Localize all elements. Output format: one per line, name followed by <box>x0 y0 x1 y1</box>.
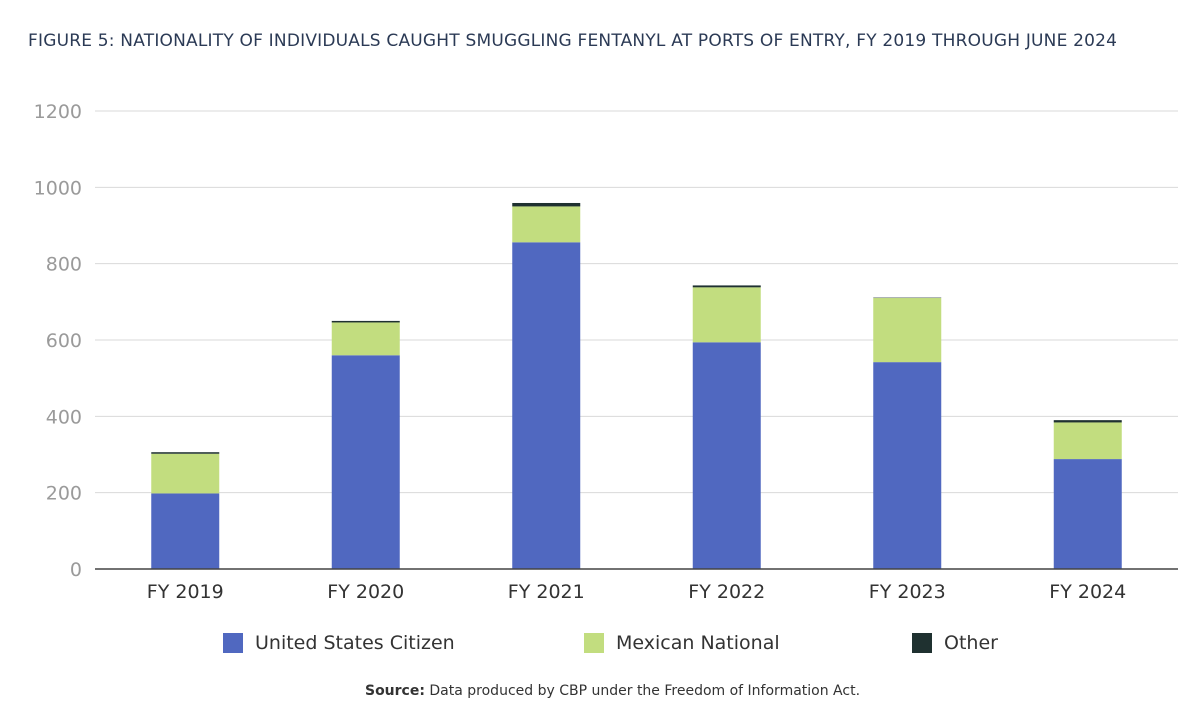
legend-label-other: Other <box>944 632 998 654</box>
source-text: Data produced by CBP under the Freedom o… <box>429 683 861 699</box>
bar-other-1 <box>331 320 400 323</box>
y-tick-label-0: 0 <box>70 559 82 581</box>
x-tick-label-3: FY 2022 <box>688 581 765 603</box>
x-tick-label-4: FY 2023 <box>869 581 946 603</box>
bar-other-0 <box>151 452 220 454</box>
y-tick-label-600: 600 <box>46 330 82 352</box>
legend-label-mexican-national: Mexican National <box>616 632 780 654</box>
bar-other-3 <box>692 285 761 288</box>
bar-mexican-national-0 <box>151 453 220 494</box>
chart-title: FIGURE 5: NATIONALITY OF INDIVIDUALS CAU… <box>28 31 1118 51</box>
bar-united-states-citizen-1 <box>331 355 400 569</box>
y-tick-label-400: 400 <box>46 406 82 428</box>
legend-label-us-citizen: United States Citizen <box>255 632 455 654</box>
bar-united-states-citizen-4 <box>873 362 942 569</box>
legend-item-us-citizen: United States Citizen <box>223 632 455 654</box>
bar-mexican-national-4 <box>873 298 942 363</box>
chart-legend: United States Citizen Mexican National O… <box>0 632 1200 656</box>
legend-swatch-us-citizen <box>223 633 243 653</box>
source-note: Source: Data produced by CBP under the F… <box>0 683 1200 699</box>
x-tick-label-5: FY 2024 <box>1049 581 1126 603</box>
legend-item-other: Other <box>912 632 998 654</box>
bar-united-states-citizen-5 <box>1053 459 1122 569</box>
bar-other-2 <box>512 202 581 207</box>
bar-united-states-citizen-3 <box>692 342 761 569</box>
legend-swatch-other <box>912 633 932 653</box>
y-tick-label-200: 200 <box>46 483 82 505</box>
bar-mexican-national-2 <box>512 206 581 243</box>
x-tick-label-1: FY 2020 <box>327 581 404 603</box>
x-tick-label-0: FY 2019 <box>147 581 224 603</box>
bar-mexican-national-5 <box>1053 422 1122 460</box>
y-tick-label-800: 800 <box>46 254 82 276</box>
bar-other-5 <box>1053 420 1122 423</box>
bar-mexican-national-3 <box>692 287 761 343</box>
y-tick-label-1200: 1200 <box>34 101 82 123</box>
y-tick-label-1000: 1000 <box>34 177 82 199</box>
x-tick-label-2: FY 2021 <box>508 581 585 603</box>
legend-swatch-mexican-national <box>584 633 604 653</box>
source-label: Source: <box>364 683 425 699</box>
legend-item-mexican-national: Mexican National <box>584 632 780 654</box>
bar-mexican-national-1 <box>331 322 400 356</box>
stacked-bar-chart: 0 200 400 600 800 1000 1200 FY 2019 FY 2020 FY 20… <box>34 101 1178 603</box>
bar-united-states-citizen-2 <box>512 242 581 569</box>
bar-united-states-citizen-0 <box>151 493 220 569</box>
